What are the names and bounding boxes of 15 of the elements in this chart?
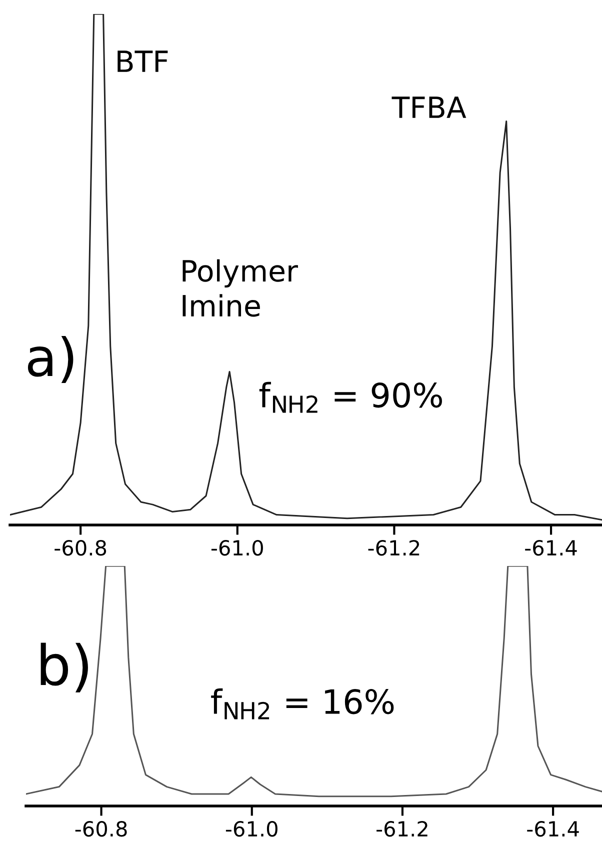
annotation: f$_{NH2}$ = 16% [211, 688, 394, 720]
annotation: b) [40, 642, 88, 692]
x-tick-label: -61.2 [376, 820, 428, 837]
annotation: a) [28, 336, 74, 383]
annotation: Polymer Imine [182, 259, 298, 317]
x-tick-label: -61.0 [226, 820, 278, 837]
x-tick-label: -61.0 [211, 540, 263, 556]
x-tick-label: -60.8 [54, 540, 106, 556]
annotation: f$_{NH2}$ = 90% [259, 382, 442, 413]
annotation: BTF [118, 50, 168, 72]
x-tick-label: -61.4 [527, 820, 579, 837]
annotation: TFBA [392, 96, 466, 118]
x-tick-label: -61.2 [368, 540, 420, 556]
x-tick-label: -61.4 [525, 540, 577, 556]
x-tick-label: -60.8 [75, 820, 127, 837]
